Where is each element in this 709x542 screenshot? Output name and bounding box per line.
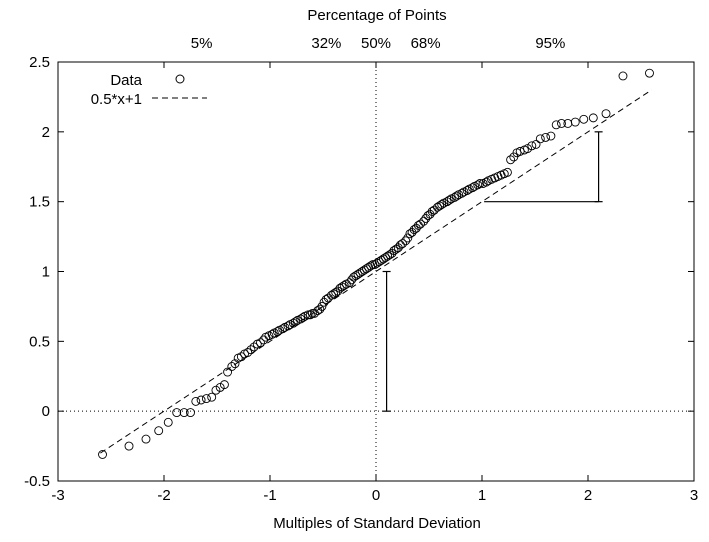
data-point	[196, 395, 206, 405]
data-point	[551, 120, 561, 130]
data-point	[303, 310, 313, 320]
top-tick-label: 5%	[191, 35, 213, 52]
data-point	[416, 219, 425, 229]
data-point	[227, 362, 237, 371]
data-point	[366, 261, 376, 271]
data-point	[236, 352, 246, 362]
data-point	[186, 408, 195, 418]
data-point	[462, 186, 472, 195]
data-point	[473, 180, 483, 190]
y-tick-label: 1.5	[29, 194, 50, 211]
top-axis: 5% 32% 50% 68% 95%	[191, 35, 566, 52]
x-tick-label: 1	[478, 487, 486, 504]
data-point	[579, 114, 589, 124]
data-point	[278, 324, 288, 334]
top-tick-label: 95%	[535, 35, 565, 52]
annotation-bars	[382, 131, 603, 412]
data-point	[179, 408, 189, 418]
data-point	[172, 408, 182, 418]
y-tick-label: 0.5	[29, 333, 50, 350]
data-point	[191, 396, 201, 406]
data-point	[444, 195, 454, 205]
data-point	[588, 113, 598, 123]
data-point	[368, 260, 378, 269]
data-point	[267, 329, 277, 339]
data-point	[283, 321, 293, 331]
data-point	[570, 117, 580, 127]
data-point	[201, 394, 211, 404]
data-point	[256, 338, 265, 348]
axes-frame: -3 -2 -1 0 1 2 3 -0.5 0 0.5 1 1.5 2 2.5	[24, 54, 698, 504]
data-point	[541, 132, 551, 142]
x-tick-label: -2	[157, 487, 170, 504]
data-point	[527, 141, 537, 151]
y-tick-label: 0	[42, 403, 50, 420]
data-point	[468, 183, 477, 193]
data-point	[419, 216, 429, 226]
data-point	[506, 155, 516, 165]
x-tick-label: -3	[51, 487, 64, 504]
legend: Data 0.5*x+1	[91, 72, 207, 108]
data-point	[403, 233, 413, 243]
legend-label-fit: 0.5*x+1	[91, 91, 142, 108]
y-tick-label: -0.5	[24, 473, 50, 490]
data-point	[305, 310, 315, 320]
data-point	[243, 348, 253, 357]
x-axis-title: Multiples of Standard Deviation	[273, 515, 481, 532]
data-point	[315, 304, 325, 314]
data-point	[398, 239, 407, 249]
data-point	[481, 177, 491, 187]
data-point	[219, 380, 229, 390]
data-point	[437, 200, 447, 209]
legend-marker-data	[175, 74, 185, 84]
fit-line-series	[100, 89, 652, 454]
data-point	[618, 71, 628, 81]
data-point	[307, 308, 317, 318]
data-point	[230, 359, 240, 369]
data-point	[475, 179, 485, 188]
data-point	[223, 367, 233, 377]
y-tick-label: 2	[42, 124, 50, 141]
data-point	[246, 345, 256, 355]
fit-line	[100, 89, 652, 454]
data-point	[272, 327, 282, 337]
data-point	[207, 392, 217, 402]
data-point	[249, 342, 259, 352]
data-point	[345, 278, 354, 288]
data-point	[535, 134, 545, 144]
data-point	[98, 450, 107, 459]
top-tick-label: 50%	[361, 35, 391, 52]
top-axis-title: Percentage of Points	[307, 7, 446, 24]
data-point	[401, 236, 411, 246]
data-point	[531, 139, 541, 149]
data-point	[557, 119, 566, 128]
x-tick-label: 0	[372, 487, 380, 504]
x-tick-label: -1	[263, 487, 276, 504]
data-point	[141, 434, 151, 444]
x-tick-label: 3	[690, 487, 698, 504]
data-point	[546, 131, 556, 141]
x-tick-label: 2	[584, 487, 592, 504]
data-point	[502, 167, 512, 177]
data-point	[290, 317, 300, 327]
data-point	[452, 191, 462, 201]
y-tick-label: 1	[42, 264, 50, 281]
data-points-series	[98, 68, 654, 459]
data-point	[601, 109, 611, 119]
data-point	[163, 417, 173, 427]
data-point	[124, 441, 134, 451]
data-point	[645, 68, 654, 78]
data-point	[339, 281, 349, 290]
top-tick-label: 68%	[411, 35, 441, 52]
legend-label-data: Data	[110, 72, 142, 89]
y-tick-label: 2.5	[29, 54, 50, 71]
data-point	[457, 188, 467, 198]
data-point	[154, 426, 164, 436]
top-tick-label: 32%	[311, 35, 341, 52]
data-point	[317, 301, 327, 311]
